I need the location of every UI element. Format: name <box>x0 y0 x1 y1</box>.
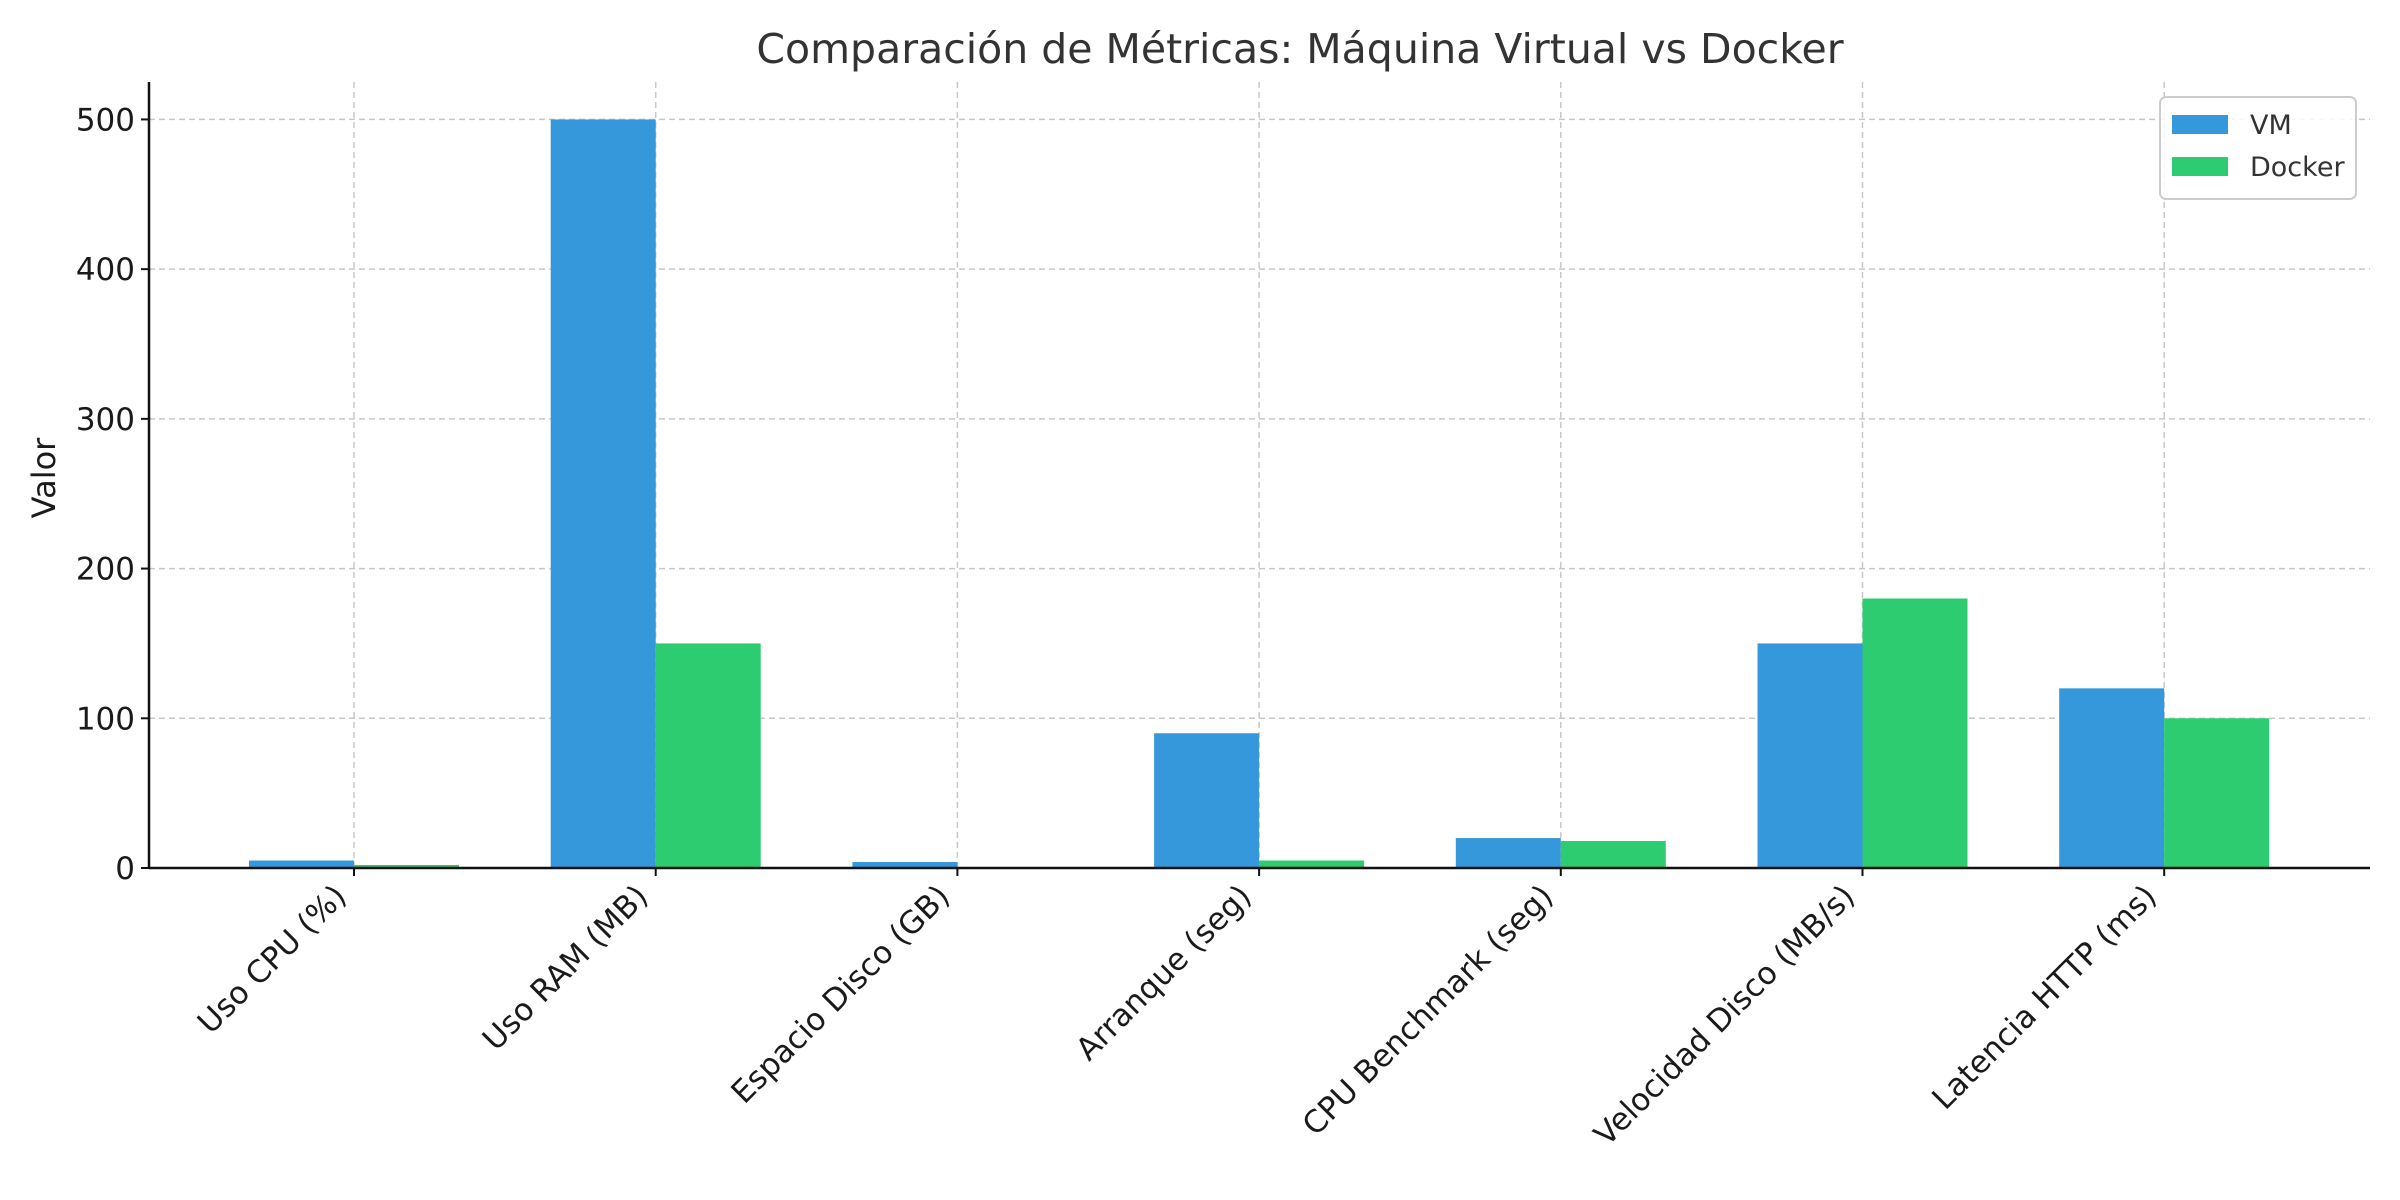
bar-docker <box>1560 841 1666 868</box>
chart-title: Comparación de Métricas: Máquina Virtual… <box>756 25 1843 73</box>
bar-vm <box>1455 838 1561 868</box>
bar-vm <box>2059 688 2165 868</box>
x-tick-label: Uso CPU (%) <box>191 878 354 1041</box>
bar-docker <box>354 865 459 868</box>
x-tick-label: CPU Benchmark (seg) <box>1296 878 1561 1143</box>
grid-layer <box>149 82 2370 868</box>
bar-vm <box>1757 643 1863 868</box>
legend-swatch-vm <box>2172 115 2228 134</box>
bar-docker <box>1259 860 1365 868</box>
y-tick-label: 500 <box>76 102 135 138</box>
legend-label-vm: VM <box>2250 110 2292 141</box>
legend: VM Docker <box>2159 96 2357 200</box>
x-tick-label: Velocidad Disco (MB/s) <box>1587 878 1862 1153</box>
bar-docker <box>2164 718 2270 868</box>
y-tick-label: 400 <box>76 252 135 288</box>
bar-vm <box>550 119 656 868</box>
bar-vm <box>1154 733 1260 868</box>
x-tick-label: Latencia HTTP (ms) <box>1925 878 2164 1117</box>
x-tick-label: Espacio Disco (GB) <box>725 878 958 1111</box>
x-tick-label: Uso RAM (MB) <box>476 878 656 1058</box>
y-tick-label: 100 <box>76 701 135 737</box>
legend-label-docker: Docker <box>2250 152 2345 183</box>
bars-layer <box>249 119 2270 868</box>
y-tick-label: 300 <box>76 402 135 438</box>
bar-vm <box>852 862 958 868</box>
y-axis-label: Valor <box>25 437 63 518</box>
bar-docker <box>1862 598 1968 868</box>
y-tick-label: 200 <box>76 552 135 588</box>
legend-swatch-docker <box>2172 157 2228 176</box>
bar-vm <box>249 860 354 868</box>
bar-docker <box>655 643 761 868</box>
y-tick-label: 0 <box>115 851 135 887</box>
ticks-layer: 0 100 200 300 400 500 Uso CPU (%) Uso RAM (MB) E… <box>76 102 2166 1153</box>
x-tick-label: Arranque (seg) <box>1069 878 1259 1068</box>
